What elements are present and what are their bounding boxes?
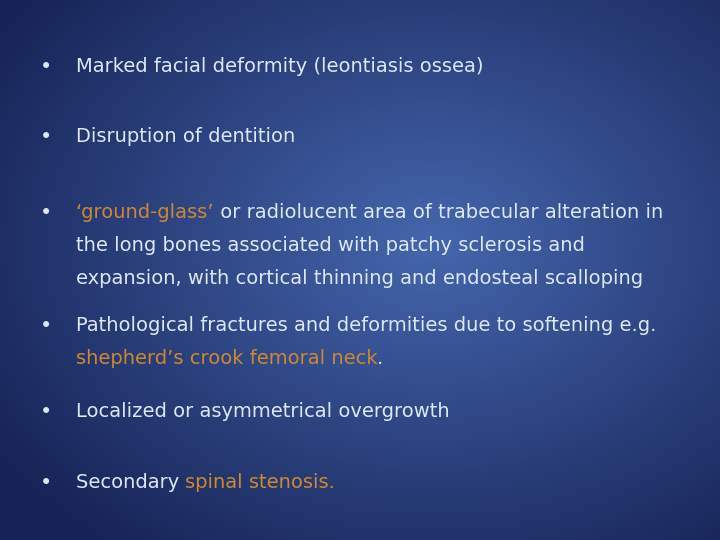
Text: Marked facial deformity (leontiasis ossea): Marked facial deformity (leontiasis osse… xyxy=(76,57,483,76)
Text: •: • xyxy=(40,316,52,336)
Text: ‘ground-glass’: ‘ground-glass’ xyxy=(76,202,214,221)
Text: .: . xyxy=(377,349,384,368)
Text: Secondary: Secondary xyxy=(76,472,185,491)
Text: •: • xyxy=(40,57,52,77)
Text: •: • xyxy=(40,202,52,222)
Text: •: • xyxy=(40,402,52,422)
Text: spinal stenosis.: spinal stenosis. xyxy=(185,472,335,491)
Text: or radiolucent area of trabecular alteration in: or radiolucent area of trabecular altera… xyxy=(214,202,663,221)
Text: •: • xyxy=(40,127,52,147)
Text: •: • xyxy=(40,472,52,492)
Text: Disruption of dentition: Disruption of dentition xyxy=(76,127,295,146)
Text: expansion, with cortical thinning and endosteal scalloping: expansion, with cortical thinning and en… xyxy=(76,269,643,288)
Text: Pathological fractures and deformities due to softening e.g.: Pathological fractures and deformities d… xyxy=(76,316,656,335)
Text: shepherd’s crook femoral neck: shepherd’s crook femoral neck xyxy=(76,349,377,368)
Text: Localized or asymmetrical overgrowth: Localized or asymmetrical overgrowth xyxy=(76,402,449,421)
Text: the long bones associated with patchy sclerosis and: the long bones associated with patchy sc… xyxy=(76,236,585,255)
